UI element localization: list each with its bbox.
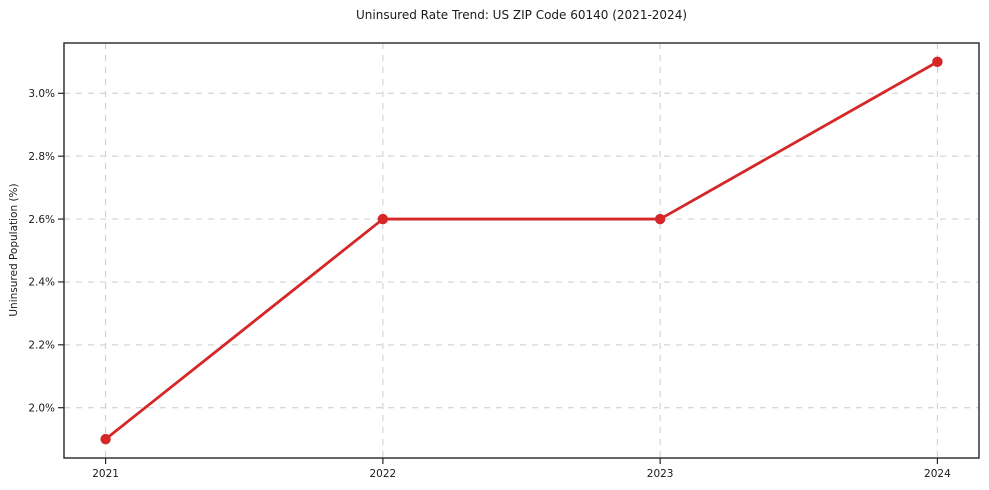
plot-border xyxy=(63,42,980,459)
x-tick-label: 2022 xyxy=(369,468,396,480)
x-tick-label: 2024 xyxy=(924,468,951,480)
y-tick-label: 2.0% xyxy=(28,402,55,414)
chart-title: Uninsured Rate Trend: US ZIP Code 60140 … xyxy=(355,8,688,22)
data-point-marker xyxy=(932,56,943,68)
y-tick-label: 2.2% xyxy=(28,340,55,352)
y-tick-label: 2.6% xyxy=(28,214,55,226)
data-point-marker xyxy=(377,213,389,225)
y-tick-label: 3.0% xyxy=(28,88,55,100)
y-tick-label: 2.8% xyxy=(28,151,55,163)
y-tick-label: 2.4% xyxy=(28,277,55,289)
x-tick-label: 2023 xyxy=(647,468,674,480)
data-point-marker xyxy=(100,433,111,445)
data-point-marker xyxy=(654,213,666,225)
trend-line xyxy=(104,60,939,441)
x-tick-label: 2021 xyxy=(92,468,119,480)
